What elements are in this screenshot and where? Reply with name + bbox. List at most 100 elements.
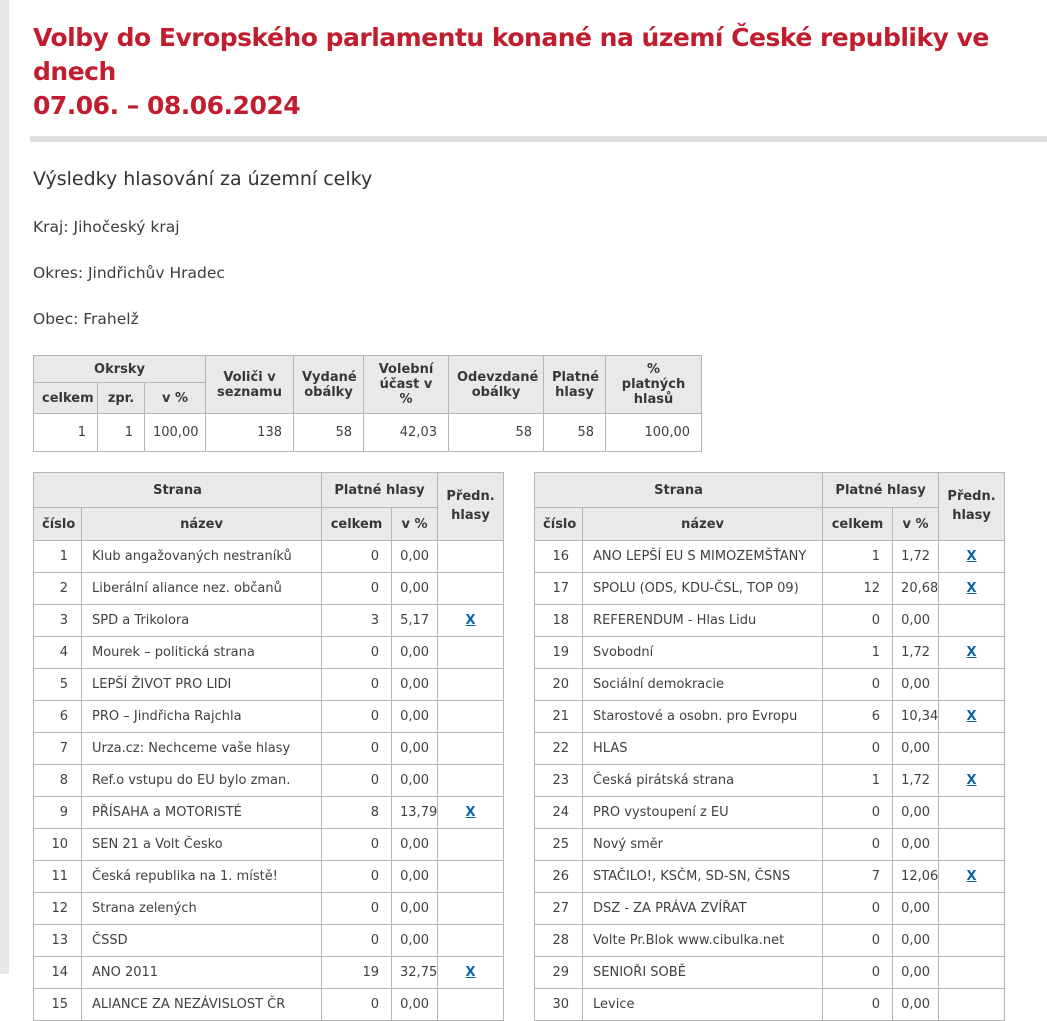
volebni-ucast-value: 42,03	[363, 413, 449, 453]
party-votes-total: 0	[822, 828, 894, 862]
party-number: 20	[534, 668, 584, 702]
party-name: Sociální demokracie	[582, 668, 824, 702]
party-pref-cell: X	[437, 796, 505, 830]
header-celkem: celkem	[822, 507, 894, 542]
party-number: 14	[33, 956, 82, 990]
party-row: 4 Mourek – politická strana 0 0,00	[33, 636, 505, 670]
party-pref-cell	[437, 924, 505, 958]
preferential-votes-link[interactable]: X	[465, 965, 476, 981]
party-votes-total: 3	[321, 604, 393, 638]
party-votes-total: 0	[822, 924, 894, 958]
party-row: 11 Česká republika na 1. místě! 0 0,00	[33, 860, 505, 894]
preferential-votes-link[interactable]: X	[966, 709, 977, 725]
party-row: 26 STAČILO!, KSČM, SD-SN, ČSNS 7 12,06 X	[534, 860, 1006, 894]
party-pref-cell: X	[938, 764, 1006, 798]
party-pref-cell	[938, 988, 1006, 1021]
odevzdane-obalky-value: 58	[448, 413, 544, 453]
party-votes-pct: 0,00	[892, 956, 940, 990]
preferential-votes-link[interactable]: X	[966, 549, 977, 565]
party-name: Starostové a osobn. pro Evropu	[582, 700, 824, 734]
party-name: Urza.cz: Nechceme vaše hlasy	[80, 732, 323, 766]
platne-hlasy-value: 58	[543, 413, 606, 453]
party-votes-pct: 13,79	[391, 796, 439, 830]
party-row: 6 PRO – Jindřicha Rajchla 0 0,00	[33, 700, 505, 734]
party-table-right: Strana Platné hlasy Předn. hlasy číslo n…	[534, 472, 1006, 1021]
party-number: 10	[33, 828, 82, 862]
kraj-value: Jihočeský kraj	[73, 218, 180, 237]
preferential-votes-link[interactable]: X	[966, 645, 977, 661]
party-name: PŘÍSAHA a MOTORISTÉ	[80, 796, 323, 830]
party-votes-pct: 0,00	[892, 732, 940, 766]
party-row: 16 ANO LEPŠÍ EU S MIMOZEMŠŤANY 1 1,72 X	[534, 540, 1006, 574]
party-votes-total: 0	[321, 860, 393, 894]
party-votes-total: 0	[321, 764, 393, 798]
party-pref-cell	[938, 732, 1006, 766]
party-votes-pct: 0,00	[391, 764, 439, 798]
preferential-votes-link[interactable]: X	[465, 613, 476, 629]
party-name: PRO vystoupení z EU	[582, 796, 824, 830]
party-number: 1	[33, 540, 82, 574]
header-nazev: název	[80, 507, 323, 542]
okres-label: Okres:	[33, 264, 84, 283]
party-name: HLAS	[582, 732, 824, 766]
party-votes-pct: 10,34	[892, 700, 940, 734]
party-votes-pct: 20,68	[892, 572, 940, 606]
party-pref-cell	[437, 540, 505, 574]
preferential-votes-link[interactable]: X	[465, 805, 476, 821]
header-platne-hlasy: Platné hlasy	[543, 355, 606, 415]
party-row: 14 ANO 2011 19 32,75 X	[33, 956, 505, 990]
party-number: 26	[534, 860, 584, 894]
okrsky-v-pct-value: 100,00	[144, 413, 206, 453]
party-number: 5	[33, 668, 82, 702]
party-row: 9 PŘÍSAHA a MOTORISTÉ 8 13,79 X	[33, 796, 505, 830]
party-votes-pct: 12,06	[892, 860, 940, 894]
party-row: 20 Sociální demokracie 0 0,00	[534, 668, 1006, 702]
party-number: 11	[33, 860, 82, 894]
party-votes-pct: 0,00	[892, 668, 940, 702]
party-votes-total: 0	[822, 796, 894, 830]
party-number: 12	[33, 892, 82, 926]
party-name: LEPŠÍ ŽIVOT PRO LIDI	[80, 668, 323, 702]
pct-platnych-hlasu-value: 100,00	[605, 413, 702, 453]
party-votes-total: 1	[822, 636, 894, 670]
party-name: DSZ - ZA PRÁVA ZVÍŘAT	[582, 892, 824, 926]
party-votes-total: 6	[822, 700, 894, 734]
party-votes-total: 0	[321, 732, 393, 766]
party-votes-total: 0	[321, 828, 393, 862]
party-name: SEN 21 a Volt Česko	[80, 828, 323, 862]
results-page: Volby do Evropského parlamentu konané na…	[30, 0, 1047, 1021]
party-votes-total: 0	[321, 540, 393, 574]
party-votes-pct: 0,00	[391, 636, 439, 670]
party-name: Česká republika na 1. místě!	[80, 860, 323, 894]
party-pref-cell	[437, 828, 505, 862]
preferential-votes-link[interactable]: X	[966, 869, 977, 885]
party-votes-pct: 32,75	[391, 956, 439, 990]
header-volebni-ucast: Volební účast v %	[363, 355, 449, 415]
header-pct-platnych-hlasu: % platných hlasů	[605, 355, 702, 415]
party-votes-pct: 0,00	[391, 572, 439, 606]
party-pref-cell	[938, 956, 1006, 990]
party-pref-cell: X	[437, 956, 505, 990]
party-name: Nový směr	[582, 828, 824, 862]
party-votes-pct: 0,00	[391, 860, 439, 894]
party-row: 8 Ref.o vstupu do EU bylo zman. 0 0,00	[33, 764, 505, 798]
preferential-votes-link[interactable]: X	[966, 773, 977, 789]
party-name: Liberální aliance nez. občanů	[80, 572, 323, 606]
party-votes-total: 1	[822, 540, 894, 574]
party-pref-cell	[437, 732, 505, 766]
party-votes-total: 0	[321, 700, 393, 734]
party-votes-pct: 0,00	[391, 540, 439, 574]
preferential-votes-link[interactable]: X	[966, 581, 977, 597]
party-name: SPOLU (ODS, KDU-ČSL, TOP 09)	[582, 572, 824, 606]
party-votes-total: 0	[822, 668, 894, 702]
party-votes-pct: 0,00	[391, 700, 439, 734]
party-votes-pct: 0,00	[391, 828, 439, 862]
turnout-summary-table: Okrsky Voliči v seznamu Vydané obálky Vo…	[33, 355, 702, 453]
party-number: 25	[534, 828, 584, 862]
party-number: 19	[534, 636, 584, 670]
party-pref-cell	[938, 668, 1006, 702]
header-cislo: číslo	[534, 507, 584, 542]
region-kraj: Kraj: Jihočeský kraj	[33, 218, 1047, 236]
party-votes-total: 0	[321, 988, 393, 1021]
party-name: PRO – Jindřicha Rajchla	[80, 700, 323, 734]
